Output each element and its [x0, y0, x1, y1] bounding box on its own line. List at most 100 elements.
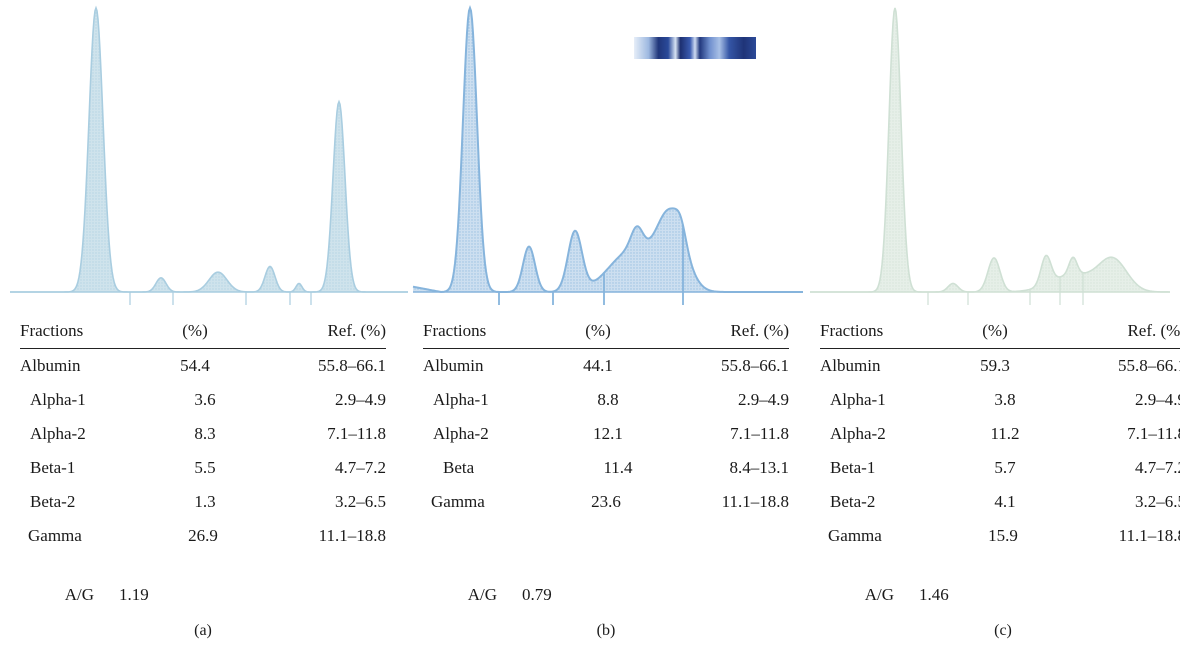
reference-range: 4.7–7.2	[335, 458, 386, 477]
fraction-name: Alpha-1	[433, 390, 489, 409]
fractions-table: Fractions (%) Ref. (%) Albumin 54.4 55.8–66.1…	[20, 314, 386, 553]
fraction-percent: 23.6	[591, 492, 621, 511]
table-row: Beta 11.4 8.4–13.1	[423, 451, 789, 485]
reference-range: 4.7–7.2	[1135, 458, 1180, 477]
reference-range: 11.1–18.8	[318, 526, 386, 545]
table-row: Albumin 54.4 55.8–66.1	[20, 349, 386, 383]
panel-label: (c)	[994, 622, 1012, 639]
fraction-name: Gamma	[828, 526, 882, 545]
table-header: Fractions (%) Ref. (%)	[20, 314, 386, 349]
reference-range: 2.9–4.9	[1135, 390, 1180, 409]
fraction-name: Gamma	[28, 526, 82, 545]
fraction-name: Alpha-2	[830, 424, 886, 443]
trace-fill	[810, 8, 1170, 292]
column-header: Ref. (%)	[1127, 321, 1180, 340]
table-row: Alpha-1 3.8 2.9–4.9	[820, 383, 1180, 417]
fractions-table: Fractions (%) Ref. (%) Albumin 59.3 55.8–66.1…	[820, 314, 1180, 553]
reference-range: 2.9–4.9	[738, 390, 789, 409]
table-header: Fractions (%) Ref. (%)	[423, 314, 789, 349]
fraction-percent: 3.8	[994, 390, 1016, 409]
table-row: Alpha-1 3.6 2.9–4.9	[20, 383, 386, 417]
fraction-name: Beta	[443, 458, 475, 477]
reference-range: 11.1–18.8	[721, 492, 789, 511]
fraction-name: Alpha-2	[30, 424, 86, 443]
reference-range: 7.1–11.8	[730, 424, 789, 443]
reference-range: 7.1–11.8	[1127, 424, 1180, 443]
table-row: Alpha-2 12.1 7.1–11.8	[423, 417, 789, 451]
reference-range: 55.8–66.1	[721, 356, 789, 375]
panel-label: (b)	[596, 622, 616, 639]
trace-line	[810, 7, 1170, 293]
table-row: Alpha-2 8.3 7.1–11.8	[20, 417, 386, 451]
reference-range: 3.2–6.5	[335, 492, 386, 511]
column-header: Fractions	[423, 321, 487, 340]
panel-label: (a)	[194, 622, 212, 639]
panel-c: Fractions (%) Ref. (%) Albumin 59.3 55.8–66.1…	[808, 0, 1180, 646]
fraction-name: Albumin	[820, 356, 881, 375]
table-row: Alpha-2 11.2 7.1–11.8	[820, 417, 1180, 451]
densitometry-trace	[10, 5, 408, 305]
table-row: Gamma 26.9 11.1–18.8	[20, 519, 386, 553]
ag-ratio-label: A/G	[467, 585, 497, 604]
column-header: Ref. (%)	[327, 321, 386, 340]
fraction-percent: 11.4	[603, 458, 633, 477]
column-header: Fractions	[20, 321, 84, 340]
ag-ratio-label: A/G	[64, 585, 94, 604]
table-row: Alpha-1 8.8 2.9–4.9	[423, 383, 789, 417]
fraction-percent: 59.3	[980, 356, 1010, 375]
fraction-name: Alpha-2	[433, 424, 489, 443]
reference-range: 8.4–13.1	[729, 458, 790, 477]
table-row: Beta-1 5.7 4.7–7.2	[820, 451, 1180, 485]
fraction-percent: 4.1	[994, 492, 1016, 511]
table-row: Beta-2 4.1 3.2–6.5	[820, 485, 1180, 519]
fraction-name: Alpha-1	[830, 390, 886, 409]
table-row: Gamma 15.9 11.1–18.8	[820, 519, 1180, 553]
densitometry-trace	[810, 7, 1170, 305]
table-row: Gamma 23.6 11.1–18.8	[423, 485, 789, 519]
fraction-name: Albumin	[423, 356, 484, 375]
gel-band-image	[634, 37, 756, 59]
fraction-percent: 5.5	[194, 458, 216, 477]
fraction-percent: 26.9	[188, 526, 218, 545]
fraction-percent: 1.3	[194, 492, 216, 511]
ag-ratio-value: 1.46	[919, 585, 949, 604]
reference-range: 11.1–18.8	[1118, 526, 1180, 545]
fraction-percent: 44.1	[583, 356, 613, 375]
densitometry-trace	[412, 4, 803, 305]
reference-range: 3.2–6.5	[1135, 492, 1180, 511]
fractions-table: Fractions (%) Ref. (%) Albumin 44.1 55.8–66.1…	[423, 314, 789, 519]
trace-fill	[10, 8, 408, 292]
fraction-name: Beta-1	[30, 458, 76, 477]
table-row: Beta-1 5.5 4.7–7.2	[20, 451, 386, 485]
fraction-name: Gamma	[431, 492, 485, 511]
fraction-percent: 8.8	[597, 390, 619, 409]
reference-range: 55.8–66.1	[1118, 356, 1180, 375]
panel-b: Fractions (%) Ref. (%) Albumin 44.1 55.8–66.1…	[411, 0, 803, 646]
column-header: (%)	[585, 321, 611, 340]
fraction-percent: 3.6	[194, 390, 216, 409]
ag-ratio-value: 1.19	[119, 585, 149, 604]
trace-line	[10, 5, 408, 293]
table-row: Albumin 44.1 55.8–66.1	[423, 349, 789, 383]
table-row: Beta-2 1.3 3.2–6.5	[20, 485, 386, 519]
reference-range: 2.9–4.9	[335, 390, 386, 409]
fraction-name: Alpha-1	[30, 390, 86, 409]
fraction-percent: 12.1	[593, 424, 623, 443]
reference-range: 55.8–66.1	[318, 356, 386, 375]
ag-ratio-label: A/G	[864, 585, 894, 604]
panel-a: Fractions (%) Ref. (%) Albumin 54.4 55.8–66.1…	[8, 0, 408, 646]
column-header: Fractions	[820, 321, 884, 340]
fraction-percent: 8.3	[194, 424, 216, 443]
fraction-percent: 5.7	[994, 458, 1016, 477]
fraction-name: Beta-1	[830, 458, 876, 477]
column-header: (%)	[182, 321, 208, 340]
fraction-percent: 11.2	[990, 424, 1020, 443]
fraction-name: Albumin	[20, 356, 81, 375]
table-row: Albumin 59.3 55.8–66.1	[820, 349, 1180, 383]
ag-ratio-value: 0.79	[522, 585, 552, 604]
fraction-name: Beta-2	[830, 492, 876, 511]
reference-range: 7.1–11.8	[327, 424, 386, 443]
fraction-percent: 15.9	[988, 526, 1018, 545]
table-header: Fractions (%) Ref. (%)	[820, 314, 1180, 349]
fraction-percent: 54.4	[180, 356, 210, 375]
